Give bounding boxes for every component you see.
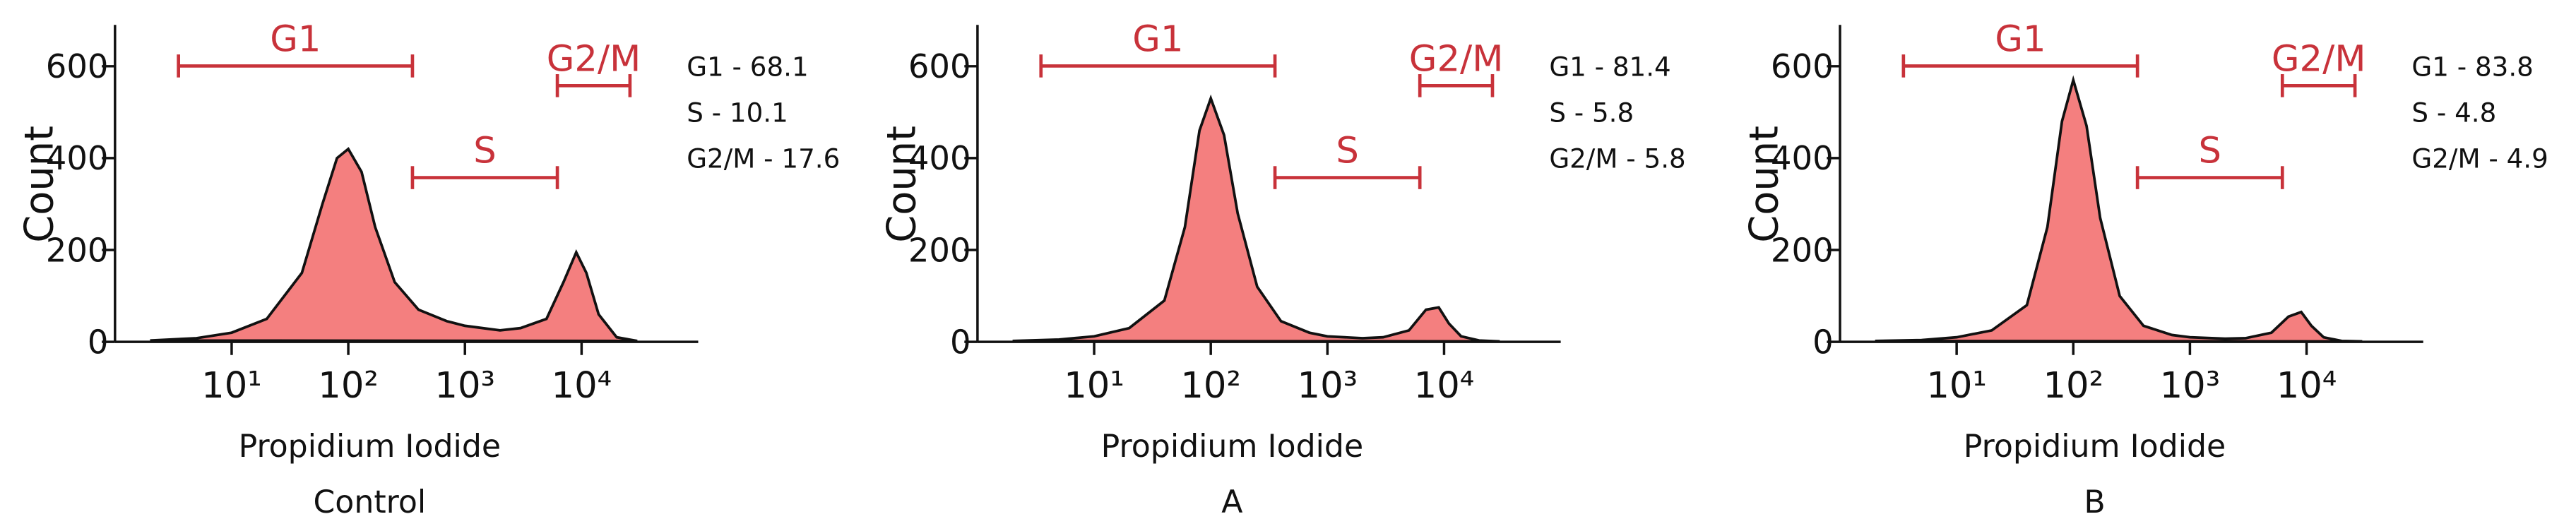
panel-caption: A [1221,484,1242,520]
x-tick-label: 10³ [434,365,495,407]
y-tick-label: 600 [1771,47,1834,85]
y-tick-label: 0 [88,323,109,361]
histogram-area [1875,75,2363,343]
gate-label: G2/M [547,38,641,80]
histogram-area [1012,94,1500,343]
gate-label: S [2198,131,2221,172]
panel-caption: Control [313,484,426,520]
stat-annotation: S - 4.8 [2411,97,2496,128]
stat-annotation: G1 - 81.4 [1549,51,1670,82]
y-tick-label: 600 [46,47,109,85]
gate-label: G1 [270,18,321,60]
gate-label: G2/M [2272,38,2366,80]
x-axis-label: Propidium Iodide [1964,429,2226,465]
x-tick-label: 10³ [1298,365,1358,407]
y-tick-label: 400 [46,139,109,177]
y-tick-label: 0 [1812,323,1834,361]
y-tick-label: 200 [46,231,109,269]
y-tick-label: 200 [908,231,971,269]
y-tick-label: 0 [950,323,971,361]
y-axis-label: Count [16,126,62,243]
y-tick-label: 400 [908,139,971,177]
x-tick-label: 10⁴ [1414,365,1475,407]
x-tick-label: 10² [2043,365,2103,407]
panel: 0 200 400 600 10¹ 10² 10³ 10⁴ Count Propidium Iod… [1742,18,2548,520]
stat-annotation: S - 10.1 [687,97,788,128]
gate-label: S [1336,131,1358,172]
y-axis-label: Count [879,126,925,243]
panel-caption: B [2084,484,2105,520]
stat-annotation: G1 - 68.1 [687,51,808,82]
x-tick-label: 10⁴ [552,365,612,407]
gate-label: G2/M [1409,38,1504,80]
gate-label: S [473,131,496,172]
x-axis-label: Propidium Iodide [239,429,501,465]
gate-label: G1 [1995,18,2046,60]
x-axis-label: Propidium Iodide [1101,429,1363,465]
x-tick-label: 10³ [2160,365,2221,407]
x-tick-label: 10¹ [1064,365,1124,407]
x-tick-label: 10² [318,365,379,407]
y-tick-label: 200 [1771,231,1834,269]
x-tick-label: 10² [1180,365,1241,407]
stat-annotation: G2/M - 17.6 [687,143,840,174]
gate-label: G1 [1132,18,1183,60]
y-tick-label: 400 [1771,139,1834,177]
panel: 0 200 400 600 10¹ 10² 10³ 10⁴ Count Propidium Iod… [879,18,1686,520]
stat-annotation: G2/M - 5.8 [1549,143,1685,174]
histogram-area [150,147,638,342]
stat-annotation: G1 - 83.8 [2411,51,2533,82]
x-tick-label: 10¹ [1926,365,1987,407]
stat-annotation: G2/M - 4.9 [2411,143,2548,174]
x-tick-label: 10¹ [201,365,262,407]
y-axis-label: Count [1742,126,1788,243]
x-tick-label: 10⁴ [2277,365,2337,407]
stat-annotation: S - 5.8 [1549,97,1634,128]
panel: 0 200 400 600 10¹ 10² 10³ 10⁴ Count Propidium Iod… [16,18,840,520]
y-tick-label: 600 [908,47,971,85]
